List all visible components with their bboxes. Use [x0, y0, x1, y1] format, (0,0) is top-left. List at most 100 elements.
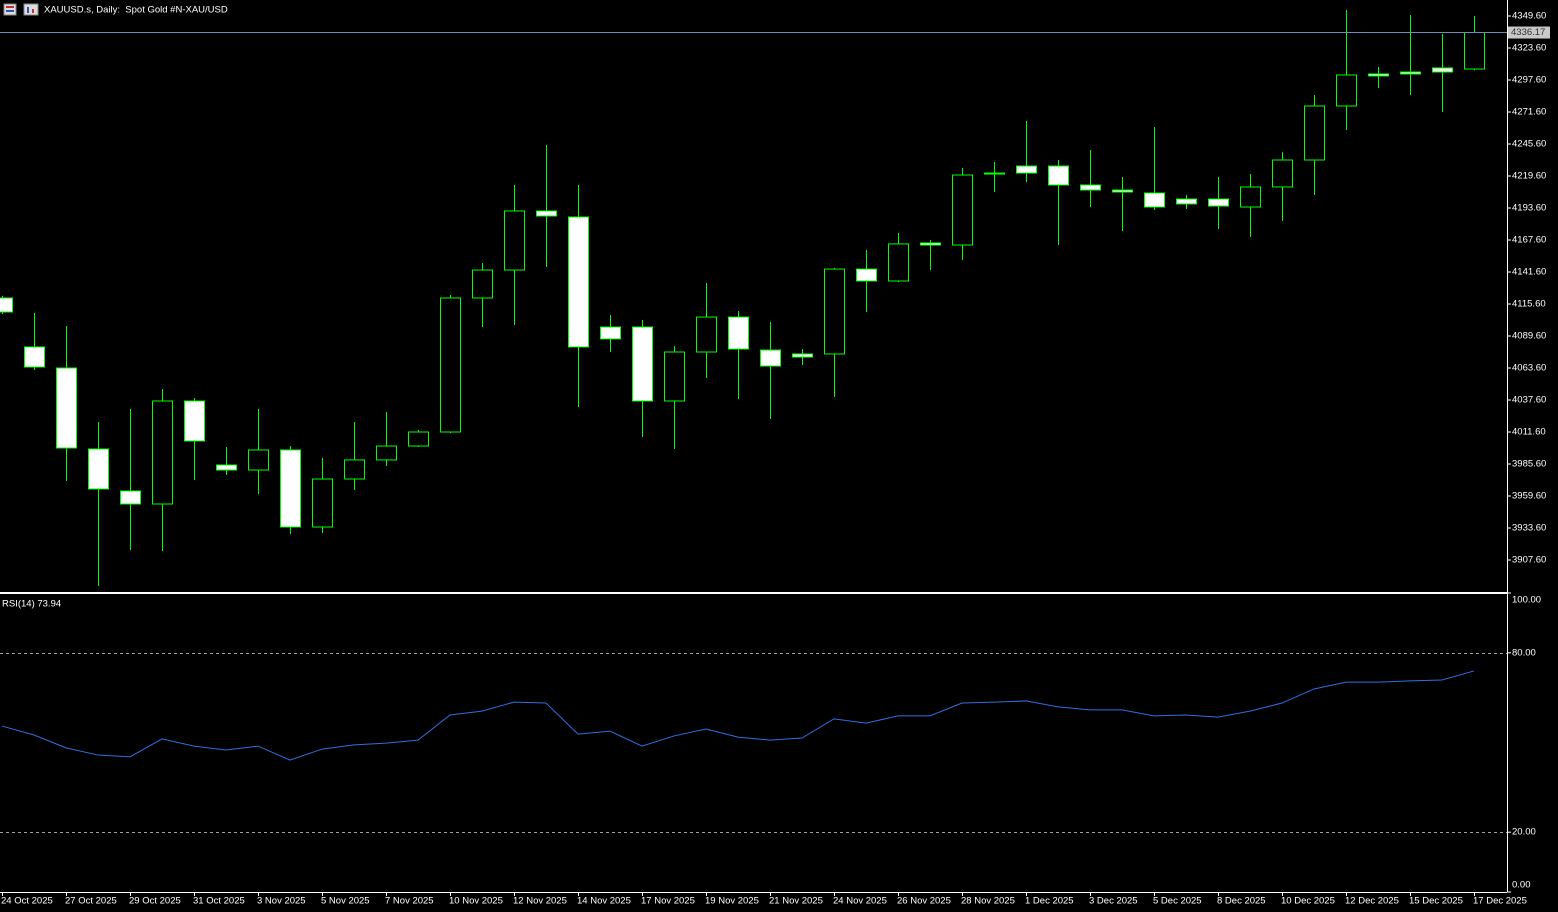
x-tick-label: 28 Nov 2025 [961, 896, 1015, 907]
y-tick-label: 4141.60 [1512, 267, 1546, 278]
x-tick-label: 3 Nov 2025 [257, 896, 306, 907]
candle-body [1112, 189, 1133, 193]
candle-body [824, 268, 845, 355]
candle-body [632, 326, 653, 402]
y-tick-label: 80.00 [1512, 647, 1536, 658]
candle-body [536, 210, 557, 217]
candle-body [504, 210, 525, 271]
candle-body [664, 351, 685, 402]
candle-body [792, 353, 813, 358]
x-tick-label: 5 Nov 2025 [321, 896, 370, 907]
indicator-title: RSI(14) 73.94 [2, 599, 61, 610]
candle-body [472, 269, 493, 299]
candle-body [248, 449, 269, 471]
candle-body [408, 431, 429, 447]
candle-body [24, 346, 45, 368]
x-tick-label: 1 Dec 2025 [1025, 896, 1074, 907]
candle-body [152, 400, 173, 505]
candle-body [56, 367, 77, 449]
last-price-box [1508, 26, 1550, 39]
x-tick-label: 14 Nov 2025 [577, 896, 631, 907]
candle-body [568, 216, 589, 348]
candle-body [888, 243, 909, 282]
x-tick-label: 10 Dec 2025 [1281, 896, 1335, 907]
icon [23, 3, 39, 16]
icon [3, 3, 17, 16]
rsi-line [1, 670, 1475, 761]
y-tick-label: 0.00 [1512, 880, 1531, 891]
candle-body [760, 349, 781, 367]
x-tick-label: 12 Nov 2025 [513, 896, 567, 907]
y-tick-label: 4115.60 [1512, 299, 1546, 310]
candle-body [1400, 71, 1421, 75]
candle-body [280, 449, 301, 528]
x-tick-label: 5 Dec 2025 [1153, 896, 1202, 907]
y-tick-label: 4271.60 [1512, 107, 1546, 118]
last-price-label: 4336.17 [1511, 27, 1545, 38]
candle-body [600, 326, 621, 340]
candle-body [1432, 67, 1453, 73]
candle-body [1464, 32, 1485, 70]
x-tick-label: 12 Dec 2025 [1345, 896, 1399, 907]
y-tick-label: 4193.60 [1512, 203, 1546, 214]
x-tick-label: 24 Nov 2025 [833, 896, 887, 907]
x-tick-label: 21 Nov 2025 [769, 896, 823, 907]
y-tick-label: 3907.60 [1512, 555, 1546, 566]
y-tick-label: 4063.60 [1512, 363, 1546, 374]
y-tick-label: 4297.60 [1512, 75, 1546, 86]
candle-body [728, 316, 749, 350]
y-tick-label: 4037.60 [1512, 395, 1546, 406]
x-tick-label: 29 Oct 2025 [129, 896, 181, 907]
candle-body [1272, 159, 1293, 188]
candle-body [1240, 186, 1261, 208]
x-tick-label: 24 Oct 2025 [1, 896, 53, 907]
y-tick-label: 100.00 [1512, 595, 1541, 606]
y-tick-label: 3985.60 [1512, 459, 1546, 470]
candle-body [1016, 165, 1037, 174]
symbol-icons [3, 3, 39, 16]
x-tick-label: 26 Nov 2025 [897, 896, 951, 907]
x-tick-label: 7 Nov 2025 [385, 896, 434, 907]
candle-body [984, 172, 1005, 175]
x-tick-label: 10 Nov 2025 [449, 896, 503, 907]
x-tick-label: 31 Oct 2025 [193, 896, 245, 907]
x-tick-label: 15 Dec 2025 [1409, 896, 1463, 907]
icon [32, 9, 34, 13]
x-tick-label: 27 Oct 2025 [65, 896, 117, 907]
candle-body [1144, 192, 1165, 208]
x-tick-label: 17 Dec 2025 [1473, 896, 1527, 907]
y-tick-label: 4167.60 [1512, 235, 1546, 246]
y-tick-label: 4323.60 [1512, 43, 1546, 54]
x-tick-label: 3 Dec 2025 [1089, 896, 1138, 907]
x-tick-label: 19 Nov 2025 [705, 896, 759, 907]
y-tick-label: 3933.60 [1512, 523, 1546, 534]
y-tick-label: 3959.60 [1512, 491, 1546, 502]
candle-body [0, 297, 13, 313]
y-tick-label: 4011.60 [1512, 427, 1546, 438]
icon [6, 10, 14, 12]
candle-body [1368, 73, 1389, 77]
candle-body [216, 464, 237, 471]
icon [6, 6, 14, 8]
candle-body [1304, 105, 1325, 161]
candle-body [920, 242, 941, 246]
candle-body [1208, 198, 1229, 207]
y-tick-label: 4349.60 [1512, 11, 1546, 22]
candle-body [1048, 165, 1069, 186]
y-tick-label: 4089.60 [1512, 331, 1546, 342]
y-tick-label: 4245.60 [1512, 139, 1546, 150]
candle-body [312, 478, 333, 528]
candle-body [696, 316, 717, 353]
x-tick-label: 8 Dec 2025 [1217, 896, 1266, 907]
y-tick-label: 20.00 [1512, 827, 1536, 838]
candle-body [184, 400, 205, 442]
chart-title: XAUUSD.s, Daily: Spot Gold #N-XAU/USD [44, 5, 228, 16]
candle-body [952, 174, 973, 246]
candle-body [88, 448, 109, 490]
candle-body [376, 445, 397, 461]
candle-body [440, 297, 461, 433]
candle-body [1176, 198, 1197, 205]
y-tick-label: 4219.60 [1512, 171, 1546, 182]
